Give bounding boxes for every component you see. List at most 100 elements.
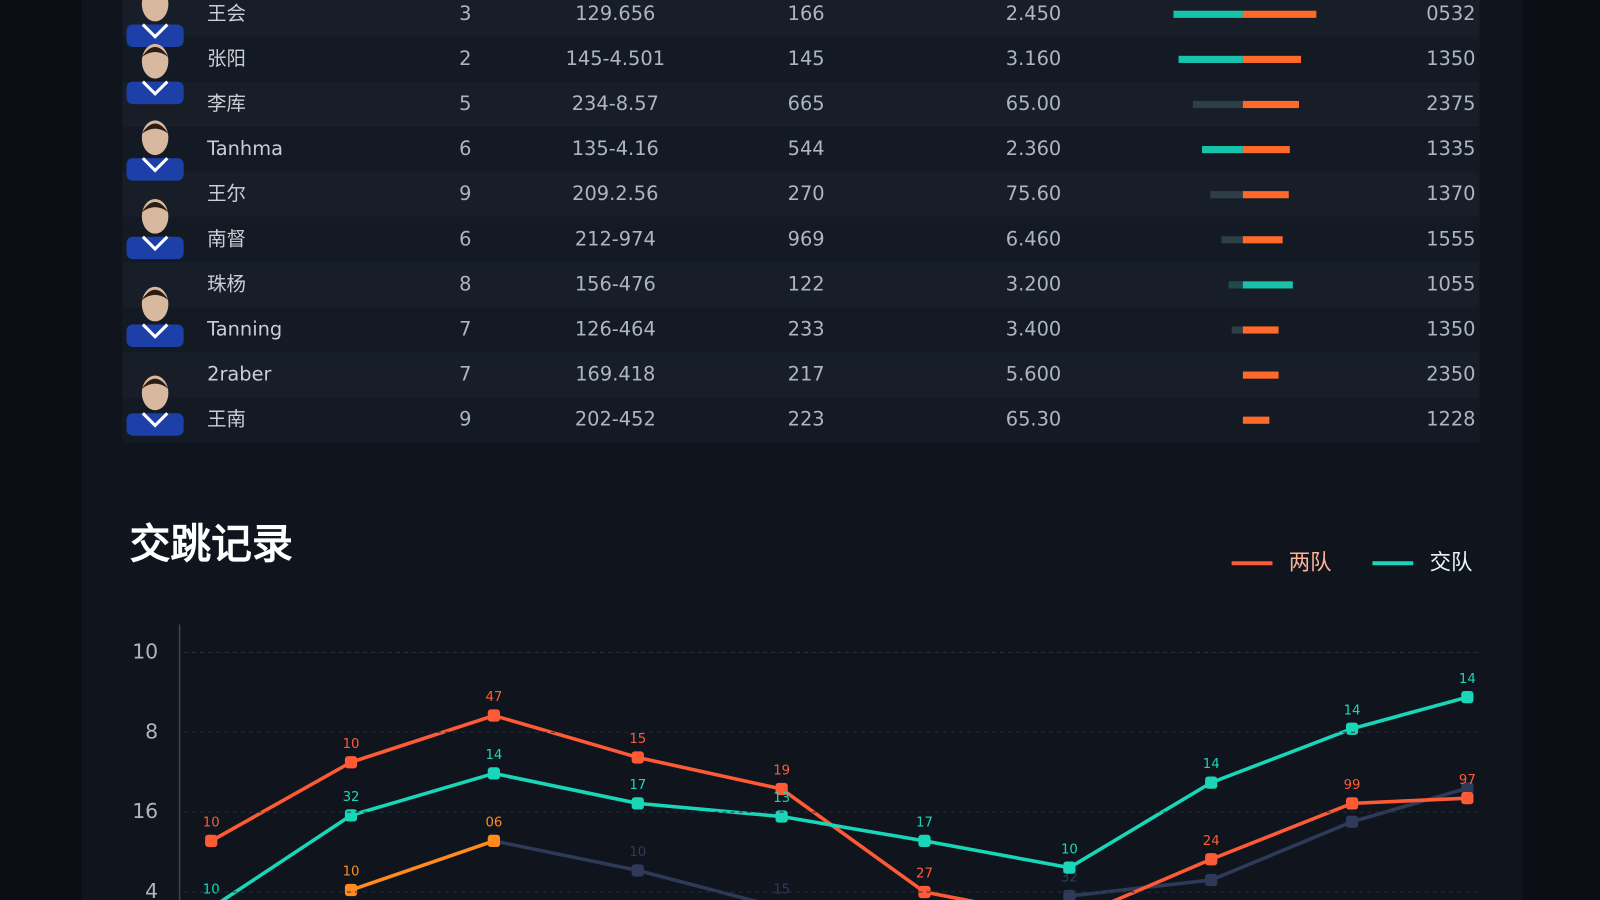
- bar-segment: [1228, 281, 1243, 289]
- point: [1345, 797, 1359, 810]
- point-label: 10: [629, 845, 646, 860]
- table-cell: 234-8.57: [572, 92, 659, 115]
- point: [205, 834, 218, 848]
- table-cell: 544: [788, 137, 825, 160]
- point: [1063, 861, 1076, 874]
- table-row: [122, 0, 1480, 37]
- avatar-collar: [141, 323, 169, 339]
- table-cell: 2.360: [1006, 137, 1061, 160]
- legend-label: 两队: [1289, 550, 1332, 575]
- bar-segment: [1202, 146, 1243, 154]
- point-label: 97: [1459, 773, 1476, 788]
- point-label: 99: [1344, 778, 1361, 793]
- point: [344, 809, 358, 822]
- point: [487, 709, 500, 722]
- avatar-head: [141, 0, 169, 22]
- bar-segment: [1242, 191, 1289, 199]
- point: [344, 756, 358, 769]
- point: [631, 797, 644, 810]
- point: [1205, 776, 1218, 789]
- bar-segment: [1231, 326, 1243, 334]
- table-cell: 2.450: [1006, 2, 1061, 25]
- table-cell: 6.460: [1006, 227, 1061, 250]
- bar-segment: [1242, 326, 1279, 334]
- avatar: [126, 120, 184, 181]
- table-cell: 156-476: [575, 272, 656, 295]
- point: [918, 834, 931, 848]
- table-cell: 212-974: [575, 227, 656, 250]
- point: [487, 834, 500, 848]
- avatar-hair: [141, 46, 169, 58]
- table-cell: 珠杨: [207, 272, 246, 295]
- table-cell: Tanhma: [206, 137, 283, 160]
- table-cell: 3.400: [1006, 318, 1061, 341]
- point-label: 10: [343, 737, 360, 752]
- point-label: 32: [343, 790, 360, 805]
- bar-segment: [1242, 100, 1299, 109]
- point-label: 17: [916, 816, 933, 831]
- avatar-collar: [141, 157, 169, 173]
- table-cell: 233: [788, 318, 825, 341]
- table-cell: 223: [788, 408, 825, 431]
- series-line: [220, 695, 1468, 900]
- point: [1461, 691, 1474, 704]
- table-cell: 6: [459, 137, 471, 160]
- table-cell: 南督: [207, 227, 246, 250]
- avatar: [126, 0, 184, 47]
- table-cell: 9: [459, 408, 471, 431]
- table-cell: 969: [788, 227, 825, 250]
- table-cell: 202-452: [575, 408, 656, 431]
- series-line: [210, 713, 1468, 900]
- table-cell: 3.160: [1006, 47, 1061, 70]
- avatar-collar: [141, 235, 169, 252]
- table-cell: Tanning: [206, 318, 282, 341]
- table-cell: 129.656: [575, 2, 655, 25]
- table-cell: 217: [788, 363, 825, 386]
- point: [1461, 782, 1474, 795]
- point: [1205, 873, 1218, 887]
- y-tick-label: 16: [132, 799, 158, 823]
- point: [1205, 853, 1218, 866]
- point-label: 32: [1061, 871, 1078, 886]
- point-label: 13: [773, 791, 790, 806]
- point-label: 10: [203, 816, 220, 831]
- table-cell: 6: [459, 227, 471, 250]
- avatar-collar: [141, 80, 169, 97]
- bar-segment: [1242, 416, 1270, 424]
- bar-segment: [1192, 100, 1243, 109]
- bar-segment: [1242, 371, 1279, 379]
- table-cell: 1228: [1426, 408, 1475, 431]
- table-cell: 145: [788, 47, 825, 70]
- avatar: [126, 375, 184, 436]
- table-cell: 1055: [1426, 272, 1475, 295]
- table-cell: 李库: [207, 92, 246, 115]
- table-cell: 2: [459, 47, 471, 70]
- table-cell: 0532: [1426, 2, 1475, 25]
- bar-segment: [1242, 281, 1293, 289]
- bar-segment: [1242, 236, 1283, 244]
- avatar: [126, 286, 184, 347]
- point: [775, 810, 788, 823]
- point: [1345, 815, 1359, 828]
- point-label: 14: [1344, 703, 1361, 718]
- y-tick-label: 4: [145, 879, 158, 900]
- table-cell: 7: [459, 363, 471, 386]
- table-cell: 270: [788, 182, 825, 205]
- bar-segment: [1178, 55, 1243, 63]
- y-tick-label: 10: [132, 639, 158, 663]
- point-label: 17: [629, 778, 646, 793]
- avatar-hair: [141, 123, 169, 134]
- table-cell: 5: [459, 92, 471, 115]
- bar-segment: [1242, 146, 1290, 154]
- table-cell: 张阳: [207, 47, 246, 70]
- table-cell: 王会: [207, 2, 246, 25]
- table-cell: 3: [459, 2, 471, 25]
- point: [1345, 722, 1359, 735]
- table-cell: 3.200: [1006, 272, 1061, 295]
- point-label: 19: [773, 764, 790, 779]
- table-cell: 126-464: [575, 318, 656, 341]
- table-cell: 王南: [207, 408, 246, 431]
- table-cell: 122: [788, 272, 825, 295]
